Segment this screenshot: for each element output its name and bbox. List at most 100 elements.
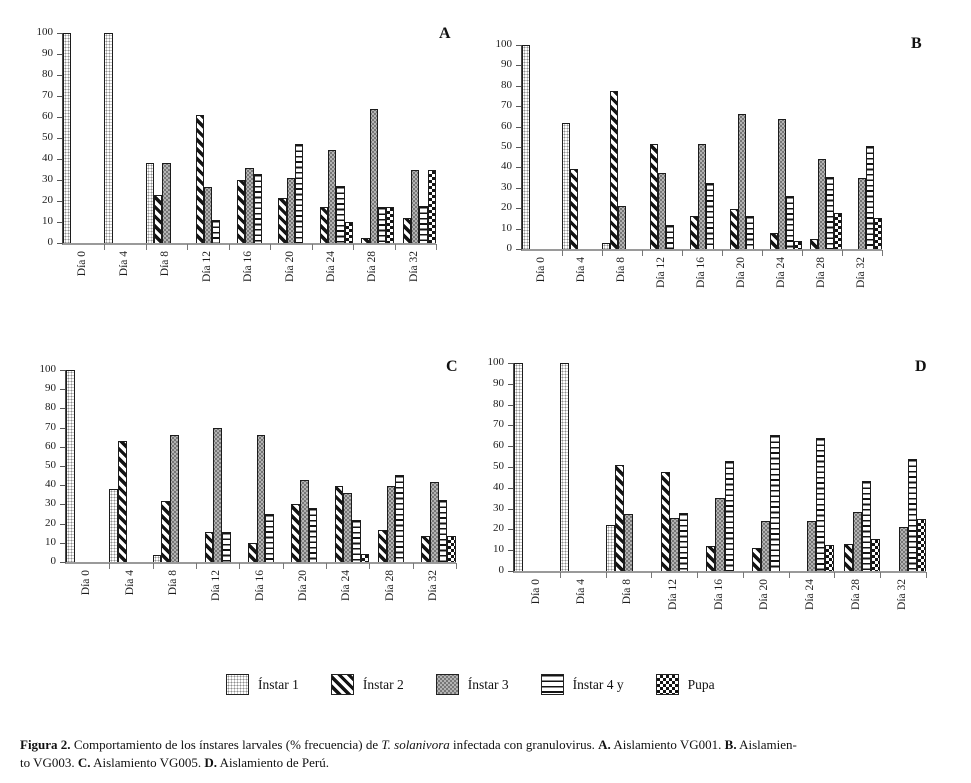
category-slot — [602, 45, 643, 256]
x-tick-cell: Día 24 — [788, 579, 834, 639]
bar-instar2-1 — [570, 169, 578, 249]
bar-pupa-8 — [916, 519, 927, 571]
bar-instar4-3 — [212, 219, 221, 243]
y-axis-tick — [516, 65, 521, 67]
bar-instar3-6 — [778, 119, 786, 249]
y-tick-label: 100 — [39, 362, 57, 375]
bar-instar4-7 — [377, 207, 387, 243]
bar-instar3-3 — [669, 517, 679, 571]
x-tick-label: Día 12 — [654, 257, 667, 288]
category-slot — [522, 45, 563, 256]
bar-pupa-7 — [834, 213, 842, 249]
y-axis-tick — [516, 187, 521, 189]
caption-text: Aislamien- — [736, 737, 797, 752]
y-tick-label: 40 — [42, 151, 53, 164]
bar-instar3-3 — [203, 187, 213, 243]
caption-text: Comportamiento de los ínstares larvales … — [70, 737, 382, 752]
bar-instar2-6 — [319, 207, 329, 243]
x-tick-label: Día 16 — [253, 570, 266, 601]
plot-area — [62, 33, 438, 250]
x-tick-cell: Día 16 — [238, 570, 281, 630]
y-axis-tick — [60, 504, 65, 506]
bar-instar2-2 — [161, 500, 170, 562]
category-slot — [369, 370, 414, 569]
y-tick-label: 60 — [42, 109, 53, 122]
bar-instar1-0 — [63, 33, 72, 243]
bar-instar2-4 — [690, 216, 698, 249]
y-axis-tick — [516, 106, 521, 108]
y-tick-label: 60 — [501, 119, 512, 132]
y-tick-label: 30 — [42, 172, 53, 185]
x-tick-label: Día 8 — [159, 251, 172, 277]
bar-instar1-0 — [66, 370, 75, 562]
y-tick-label: 80 — [501, 78, 512, 91]
category-slot — [789, 363, 836, 578]
x-axis-labels: Día 0 Día 4 Día 8 Día 12 Día 16 Día 20 Día 24 D… — [521, 251, 881, 317]
y-axis-tick — [57, 33, 62, 34]
category-slot — [152, 370, 198, 569]
x-tick-label: Día 8 — [621, 579, 634, 605]
bar-instar3-2 — [162, 163, 171, 243]
bar-instar1-2 — [152, 555, 162, 562]
x-tick-label: Día 32 — [895, 579, 908, 610]
y-tick-label: 70 — [42, 88, 53, 101]
category-slot — [395, 33, 438, 250]
bar-instar3-7 — [818, 159, 826, 249]
y-axis-tick — [508, 363, 513, 364]
category-slot — [312, 33, 355, 250]
panel-label-a: A — [439, 25, 451, 42]
x-tick-label: Día 32 — [426, 570, 439, 601]
bar-instar3-7 — [386, 486, 396, 562]
bar-instar1-1 — [104, 33, 113, 243]
legend-swatch-instar1 — [226, 674, 249, 695]
y-tick-label: 60 — [45, 439, 56, 452]
bar-instar2-5 — [278, 197, 287, 243]
category-slot — [722, 45, 763, 256]
bar-instar1-1 — [559, 363, 569, 571]
caption-italic-text: T. solanivora — [381, 737, 450, 752]
bar-instar4-5 — [746, 216, 754, 249]
bar-instar3-4 — [715, 498, 725, 571]
bar-instar2-4 — [237, 180, 246, 243]
y-axis-tick — [60, 485, 65, 487]
y-tick-label: 20 — [42, 193, 53, 206]
x-tick-cell: Día 8 — [152, 570, 195, 630]
bar-instar2-6 — [770, 232, 778, 249]
y-tick-label: 80 — [45, 401, 56, 414]
y-tick-label: 10 — [42, 214, 53, 227]
caption-bold-text: C. — [77, 755, 91, 771]
x-tick-label: Día 28 — [814, 257, 827, 288]
x-tick-cell: Día 32 — [879, 579, 925, 639]
bar-instar3-4 — [256, 435, 266, 562]
bar-instar3-8 — [411, 169, 420, 243]
bar-instar1-0 — [514, 363, 524, 571]
category-slot — [196, 370, 241, 569]
x-tick-label: Día 16 — [694, 257, 707, 288]
bar-instar2-3 — [195, 114, 204, 243]
bar-instar3-8 — [858, 177, 866, 249]
x-tick-label: Día 24 — [774, 257, 787, 288]
bar-instar2-2 — [614, 464, 624, 571]
category-slot — [66, 370, 111, 569]
x-tick-cell: Día 20 — [282, 570, 325, 630]
y-axis-tick — [60, 427, 65, 429]
category-slot — [283, 370, 328, 569]
chart-plot-row: 0 10 20 30 40 50 60 70 80 90 100 — [473, 356, 927, 578]
y-tick-label: 0 — [498, 563, 505, 576]
bar-instar2-2 — [154, 194, 163, 243]
y-tick-label: 30 — [45, 497, 56, 510]
y-tick-label: 100 — [487, 355, 505, 368]
category-slot — [642, 45, 683, 256]
bar-instar2-3 — [204, 532, 214, 562]
x-tick-cell: Día 16 — [696, 579, 742, 639]
y-axis-tick — [508, 383, 513, 385]
bar-instar2-8 — [421, 536, 430, 562]
bar-instar2-7 — [843, 543, 853, 571]
bar-instar2-4 — [247, 542, 257, 562]
y-axis-tick — [516, 126, 521, 128]
bar-pupa-6 — [344, 222, 354, 243]
x-tick-label: Día 32 — [407, 251, 420, 282]
y-tick-label: 80 — [42, 67, 53, 80]
